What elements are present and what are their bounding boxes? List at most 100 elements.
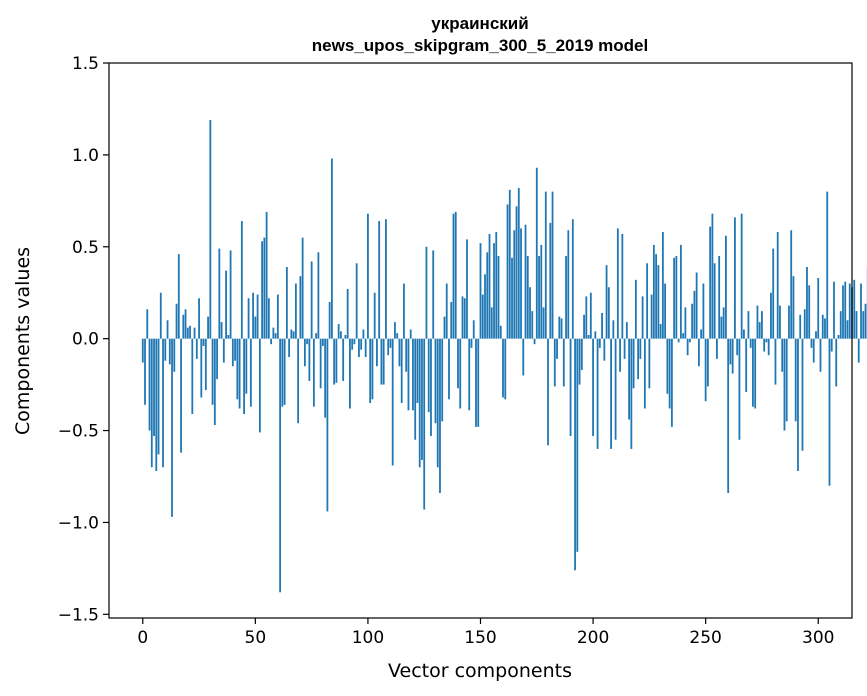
bar-96 [358, 338, 360, 358]
bar-269 [747, 311, 750, 339]
bar-172 [529, 287, 531, 339]
bar-14 [173, 338, 176, 372]
bar-41 [234, 338, 236, 361]
bar-176 [538, 255, 540, 339]
bar-15 [175, 303, 178, 339]
bar-169 [522, 338, 525, 376]
bar-233 [666, 338, 669, 394]
bar-116 [403, 283, 405, 339]
bar-127 [427, 338, 430, 413]
bar-242 [686, 338, 689, 356]
bar-68 [294, 283, 297, 339]
bar-30 [209, 119, 212, 339]
bar-74 [308, 338, 311, 381]
bar-215 [625, 322, 628, 339]
bar-277 [765, 338, 768, 343]
bar-103 [373, 292, 376, 339]
bar-43 [238, 338, 241, 409]
bar-174 [533, 338, 536, 345]
bar-131 [436, 338, 439, 468]
bar-304 [826, 191, 829, 339]
bar-113 [396, 333, 399, 339]
bar-24 [195, 338, 198, 359]
bar-306 [830, 338, 833, 352]
bar-293 [801, 338, 804, 451]
x-tick-label: 100 [352, 628, 384, 648]
bar-224 [646, 263, 649, 339]
bar-52 [258, 338, 261, 433]
bar-189 [567, 230, 570, 339]
bar-231 [661, 232, 664, 339]
bar-50 [254, 316, 257, 339]
bar-110 [389, 338, 392, 348]
bar-88 [340, 331, 342, 339]
bar-133 [441, 338, 444, 422]
bar-163 [508, 189, 511, 339]
bar-145 [468, 338, 471, 411]
bar-1 [144, 338, 146, 405]
bar-273 [756, 305, 759, 339]
bar-302 [821, 314, 824, 339]
bar-126 [425, 246, 428, 339]
bar-267 [743, 329, 745, 339]
y-tick-label: −1.5 [58, 605, 99, 625]
bar-138 [452, 213, 455, 339]
bar-182 [551, 191, 554, 339]
bar-49 [252, 292, 254, 339]
bar-10 [164, 338, 167, 361]
bar-316 [853, 279, 856, 339]
x-axis-label: Vector components [388, 660, 572, 682]
bar-194 [578, 338, 581, 385]
bar-320 [862, 311, 865, 339]
bar-155 [490, 307, 493, 339]
bar-157 [495, 232, 498, 339]
bar-147 [472, 320, 475, 339]
bar-310 [839, 311, 842, 339]
bar-146 [470, 338, 473, 348]
bar-206 [605, 265, 608, 339]
bar-34 [218, 248, 221, 339]
y-axis-ticks: −1.5 −1.0 −0.5 0.0 0.5 1.0 1.5 [58, 54, 109, 625]
bar-171 [526, 255, 529, 339]
bar-125 [423, 338, 426, 510]
bar-217 [630, 338, 633, 449]
bar-156 [493, 243, 495, 339]
bar-118 [407, 338, 410, 411]
bar-123 [418, 338, 421, 468]
bar-235 [670, 338, 673, 427]
bar-228 [655, 254, 658, 339]
bar-201 [594, 331, 597, 339]
x-axis-ticks: 0 50 100 150 200 250 300 [137, 618, 834, 648]
bar-246 [695, 272, 698, 339]
bar-308 [835, 338, 838, 387]
bar-111 [391, 338, 394, 466]
bar-80 [321, 338, 324, 347]
bar-47 [247, 298, 250, 339]
bar-192 [574, 338, 576, 571]
bar-248 [700, 329, 703, 339]
bar-142 [461, 296, 464, 339]
bar-265 [738, 338, 741, 440]
bar-199 [589, 292, 592, 339]
bar-271 [752, 338, 754, 407]
bar-287 [788, 305, 790, 339]
bar-196 [583, 314, 585, 339]
bar-298 [812, 338, 815, 363]
bar-149 [477, 338, 480, 427]
bar-23 [193, 327, 196, 339]
bar-227 [652, 244, 655, 339]
bar-251 [707, 338, 709, 387]
bar-31 [211, 338, 214, 405]
bar-148 [475, 338, 477, 427]
bar-141 [459, 338, 462, 409]
x-tick-label: 150 [464, 628, 496, 648]
bar-86 [335, 338, 338, 383]
bar-160 [502, 338, 504, 398]
bar-262 [731, 338, 734, 374]
bar-312 [844, 281, 847, 339]
bar-237 [675, 255, 678, 339]
bar-205 [603, 338, 606, 361]
bar-51 [256, 294, 259, 339]
bar-193 [576, 338, 579, 552]
